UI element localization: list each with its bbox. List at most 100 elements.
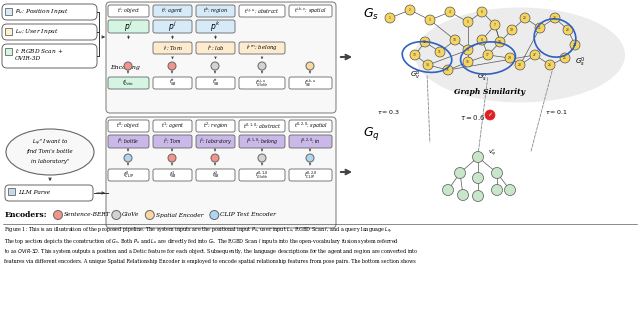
Circle shape — [454, 168, 465, 178]
Circle shape — [450, 35, 460, 45]
Text: Encoding: Encoding — [110, 65, 140, 70]
Text: 3: 3 — [429, 18, 431, 22]
Text: 12: 12 — [423, 40, 427, 44]
Text: $l^1$: Tom: $l^1$: Tom — [163, 137, 182, 146]
Text: The top section depicts the construction of $G_s$. Both $P_u$ and $L_u$ are dire: The top section depicts the construction… — [4, 236, 399, 246]
Text: 10: 10 — [453, 38, 457, 42]
Circle shape — [445, 7, 455, 17]
Circle shape — [458, 189, 468, 201]
Circle shape — [530, 50, 540, 60]
Circle shape — [483, 50, 493, 60]
Circle shape — [507, 25, 517, 35]
Text: $p^k$: $p^k$ — [210, 19, 221, 34]
Text: 5: 5 — [467, 20, 469, 24]
FancyBboxPatch shape — [196, 120, 235, 132]
Circle shape — [535, 23, 545, 33]
Text: $t^i$: object: $t^i$: object — [116, 6, 140, 16]
Text: $f^t_{SB}$: $f^t_{SB}$ — [211, 78, 220, 88]
Text: Encoders:: Encoders: — [5, 211, 47, 219]
Text: Figure 1: This is an illustration of the proposed pipeline. The system inputs ar: Figure 1: This is an illustration of the… — [4, 226, 393, 236]
Text: Graph Similarity: Graph Similarity — [454, 88, 525, 96]
Text: $\tau = 0.6$: $\tau = 0.6$ — [460, 113, 486, 121]
Text: 27: 27 — [533, 53, 537, 57]
Text: $G_s^0$: $G_s^0$ — [575, 55, 586, 69]
Text: $L_u$: User Input: $L_u$: User Input — [15, 27, 59, 37]
Circle shape — [472, 152, 483, 163]
Circle shape — [463, 57, 473, 67]
Text: GloVe: GloVe — [122, 212, 140, 217]
Text: 4: 4 — [449, 10, 451, 14]
FancyBboxPatch shape — [153, 120, 192, 132]
FancyBboxPatch shape — [108, 120, 149, 132]
Circle shape — [435, 47, 445, 57]
FancyBboxPatch shape — [153, 5, 192, 17]
Text: $f^{0,1,0}_{GloVe}$: $f^{0,1,0}_{GloVe}$ — [255, 169, 269, 181]
FancyBboxPatch shape — [196, 20, 235, 33]
Text: $l^{0,1,0}$: belong: $l^{0,1,0}$: belong — [246, 136, 278, 147]
Text: 26: 26 — [548, 63, 552, 67]
Text: 25: 25 — [563, 56, 567, 60]
FancyBboxPatch shape — [289, 135, 332, 148]
Circle shape — [145, 211, 154, 220]
Circle shape — [570, 40, 580, 50]
Text: $t^{i,k,v}$: spatial: $t^{i,k,v}$: spatial — [294, 6, 326, 16]
Text: CLIP Text Encoder: CLIP Text Encoder — [220, 212, 276, 217]
Text: 9: 9 — [467, 48, 469, 52]
Text: ✓: ✓ — [488, 113, 493, 118]
Circle shape — [410, 50, 420, 60]
Circle shape — [306, 62, 314, 70]
Bar — [8, 188, 15, 195]
Text: 15: 15 — [446, 68, 450, 72]
Circle shape — [124, 62, 132, 70]
Text: Sentence-BERT: Sentence-BERT — [64, 212, 110, 217]
Text: 1: 1 — [389, 16, 391, 20]
Ellipse shape — [6, 129, 94, 175]
Circle shape — [306, 154, 314, 162]
FancyBboxPatch shape — [239, 5, 285, 17]
FancyBboxPatch shape — [108, 77, 149, 89]
Circle shape — [168, 154, 176, 162]
FancyBboxPatch shape — [106, 2, 336, 113]
Text: $f^{i,k,u}_{SE}$: $f^{i,k,u}_{SE}$ — [304, 77, 317, 89]
Bar — [5, 8, 12, 15]
Text: $f^{i,j,u}_{GloVe}$: $f^{i,j,u}_{GloVe}$ — [255, 77, 269, 89]
Text: $f^1_{SB}$: $f^1_{SB}$ — [168, 170, 177, 180]
Text: $L_q$:"I want to: $L_q$:"I want to — [31, 138, 68, 148]
Text: $G_q$: $G_q$ — [363, 125, 380, 142]
Circle shape — [472, 191, 483, 202]
FancyBboxPatch shape — [108, 135, 149, 148]
FancyBboxPatch shape — [196, 42, 235, 54]
Circle shape — [472, 173, 483, 183]
FancyBboxPatch shape — [289, 120, 332, 132]
Text: LLM Parse: LLM Parse — [18, 191, 50, 196]
Text: OVIR-3D: OVIR-3D — [15, 56, 41, 61]
Circle shape — [520, 13, 530, 23]
Circle shape — [492, 184, 502, 196]
Circle shape — [550, 13, 560, 23]
FancyBboxPatch shape — [196, 135, 235, 148]
Text: 2: 2 — [409, 8, 411, 12]
FancyBboxPatch shape — [289, 169, 332, 181]
Text: $l^j$: Tom: $l^j$: Tom — [163, 43, 182, 53]
Bar — [5, 28, 12, 35]
Circle shape — [504, 184, 515, 196]
FancyBboxPatch shape — [2, 24, 97, 40]
Text: 6: 6 — [481, 10, 483, 14]
Text: $f^{0,2,0}_{CLIP}$: $f^{0,2,0}_{CLIP}$ — [303, 169, 317, 181]
FancyBboxPatch shape — [153, 169, 192, 181]
Circle shape — [463, 45, 473, 55]
Text: $t^0$: object: $t^0$: object — [116, 121, 141, 131]
Text: 16: 16 — [466, 60, 470, 64]
FancyBboxPatch shape — [153, 20, 192, 33]
FancyBboxPatch shape — [289, 5, 332, 17]
Circle shape — [443, 65, 453, 75]
FancyBboxPatch shape — [239, 135, 285, 148]
Text: $\tau = 0.3$: $\tau = 0.3$ — [377, 108, 400, 116]
Ellipse shape — [415, 7, 625, 103]
Circle shape — [211, 62, 219, 70]
Text: Spatial Encoder: Spatial Encoder — [156, 212, 204, 217]
FancyBboxPatch shape — [239, 120, 285, 132]
Text: 20: 20 — [523, 16, 527, 20]
Text: $p^j$: $p^j$ — [168, 19, 177, 34]
Text: $l^0$: bottle: $l^0$: bottle — [117, 137, 140, 146]
